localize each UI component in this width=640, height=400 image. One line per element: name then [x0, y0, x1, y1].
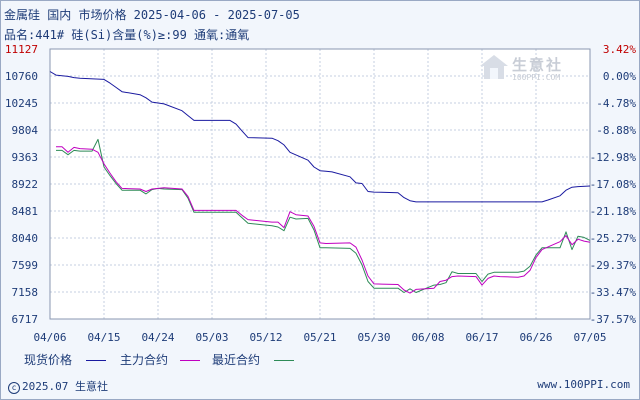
x-tick-label: 06/26 [519, 331, 552, 344]
legend-label-latest: 最近合约 [212, 353, 261, 367]
y-right-tick-label: -4.78% [596, 97, 636, 110]
x-tick-label: 05/03 [195, 331, 228, 344]
y-tick-label: 7599 [12, 259, 39, 272]
legend-swatch-spot [86, 360, 106, 361]
y-right-tick-label: -8.88% [596, 124, 636, 137]
y-right-tick-label: -12.98% [590, 151, 637, 164]
y-right-tick-label: -33.47% [590, 286, 637, 299]
footer-site-link[interactable]: www.100PPI.com [537, 378, 630, 391]
legend-swatch-latest [274, 360, 294, 361]
x-tick-label: 04/24 [141, 331, 174, 344]
x-tick-label: 05/12 [249, 331, 282, 344]
y-tick-label: 8040 [12, 232, 39, 245]
y-right-tick-label: -37.57% [590, 313, 637, 326]
y-right-tick-label: -29.37% [590, 259, 637, 272]
y-tick-label: 9804 [12, 124, 39, 137]
chart-subtitle: 品名:441# 硅(Si)含量(%)≥:99 通氧:通氧 [4, 28, 250, 42]
y-right-tick-label: 3.42% [603, 43, 636, 56]
x-tick-label: 07/05 [573, 331, 606, 344]
footer: c 2025.07 生意社 www.100PPI.com [0, 376, 640, 396]
watermark-url: 100PPI.COM [512, 73, 561, 82]
plot-border [49, 48, 591, 320]
x-tick-label: 05/21 [303, 331, 336, 344]
y-right-tick-label: -21.18% [590, 205, 637, 218]
y-right-tick-label: -17.08% [590, 178, 637, 191]
legend-label-spot: 现货价格 [24, 353, 73, 367]
y-tick-label: 8481 [12, 205, 39, 218]
series-line-spot [49, 71, 591, 203]
y-tick-label: 8922 [12, 178, 39, 191]
x-tick-label: 06/17 [465, 331, 498, 344]
series-line-main [56, 146, 591, 294]
chart-title: 金属硅 国内 市场价格 2025-04-06 - 2025-07-05 [4, 8, 300, 22]
footer-copyright-text: 2025.07 生意社 [22, 380, 108, 393]
legend-label-main: 主力合约 [120, 353, 169, 367]
x-tick-label: 04/06 [33, 331, 66, 344]
chart-legend: 现货价格 主力合约 最近合约 [0, 351, 640, 369]
y-right-tick-label: 0.00% [603, 70, 636, 83]
y-tick-label: 7158 [12, 286, 39, 299]
watermark-logo-icon [480, 55, 508, 79]
copyright-icon: c [8, 382, 20, 394]
y-tick-label: 10245 [5, 97, 38, 110]
y-tick-label: 6717 [12, 313, 39, 326]
footer-copyright: c 2025.07 生意社 [8, 378, 108, 394]
y-tick-label: 10760 [5, 70, 38, 83]
y-tick-label: 11127 [5, 43, 38, 56]
y-tick-label: 9363 [12, 151, 39, 164]
x-tick-label: 05/30 [357, 331, 390, 344]
y-right-tick-label: -25.27% [590, 232, 637, 245]
x-tick-label: 04/15 [87, 331, 120, 344]
series-line-latest [56, 138, 591, 293]
watermark-brand: 生意社 [512, 56, 564, 74]
legend-swatch-main [180, 360, 200, 361]
x-tick-label: 06/08 [411, 331, 444, 344]
